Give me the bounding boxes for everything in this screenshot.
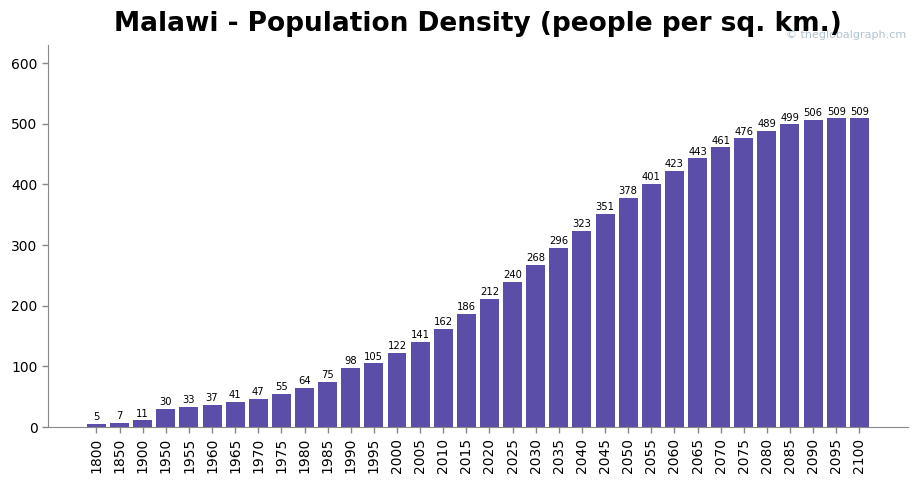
- Text: 423: 423: [665, 159, 684, 169]
- Text: © theglobalgraph.cm: © theglobalgraph.cm: [786, 30, 906, 40]
- Title: Malawi - Population Density (people per sq. km.): Malawi - Population Density (people per …: [114, 11, 842, 37]
- Bar: [133, 421, 153, 427]
- Bar: [780, 124, 800, 427]
- Text: 268: 268: [527, 253, 545, 263]
- Text: 11: 11: [136, 408, 149, 419]
- Bar: [596, 214, 615, 427]
- Bar: [757, 131, 777, 427]
- Text: 506: 506: [803, 108, 823, 119]
- Bar: [272, 394, 291, 427]
- Bar: [688, 158, 707, 427]
- Bar: [249, 399, 267, 427]
- Text: 122: 122: [388, 341, 406, 351]
- Text: 75: 75: [322, 370, 334, 380]
- Bar: [295, 388, 314, 427]
- Text: 55: 55: [275, 382, 288, 392]
- Text: 378: 378: [618, 186, 638, 196]
- Text: 186: 186: [457, 302, 476, 313]
- Text: 401: 401: [641, 172, 661, 182]
- Text: 443: 443: [688, 147, 707, 157]
- Bar: [550, 248, 568, 427]
- Bar: [365, 363, 383, 427]
- Bar: [480, 299, 499, 427]
- Text: 323: 323: [573, 219, 591, 229]
- Text: 41: 41: [229, 391, 242, 400]
- Text: 7: 7: [117, 411, 123, 421]
- Bar: [527, 265, 545, 427]
- Bar: [711, 148, 730, 427]
- Bar: [573, 231, 592, 427]
- Text: 351: 351: [596, 202, 615, 212]
- Text: 47: 47: [252, 387, 265, 397]
- Text: 509: 509: [827, 106, 845, 117]
- Bar: [318, 381, 337, 427]
- Bar: [641, 184, 661, 427]
- Text: 509: 509: [850, 106, 868, 117]
- Bar: [434, 329, 453, 427]
- Bar: [341, 368, 360, 427]
- Bar: [827, 119, 845, 427]
- Text: 5: 5: [94, 412, 99, 422]
- Text: 162: 162: [434, 317, 453, 327]
- Bar: [226, 402, 244, 427]
- Bar: [457, 314, 476, 427]
- Text: 98: 98: [345, 356, 357, 366]
- Bar: [618, 198, 638, 427]
- Text: 476: 476: [734, 127, 754, 136]
- Bar: [156, 409, 176, 427]
- Text: 30: 30: [160, 397, 172, 407]
- Text: 212: 212: [480, 287, 499, 297]
- Text: 64: 64: [298, 377, 311, 386]
- Bar: [110, 423, 129, 427]
- Bar: [388, 353, 406, 427]
- Bar: [850, 119, 868, 427]
- Bar: [179, 407, 199, 427]
- Text: 489: 489: [757, 119, 777, 129]
- Bar: [202, 405, 221, 427]
- Text: 33: 33: [183, 395, 195, 405]
- Text: 461: 461: [711, 136, 730, 146]
- Bar: [87, 424, 106, 427]
- Bar: [665, 170, 684, 427]
- Text: 105: 105: [364, 351, 383, 362]
- Text: 499: 499: [780, 113, 800, 122]
- Text: 141: 141: [411, 330, 429, 340]
- Bar: [734, 138, 754, 427]
- Bar: [503, 282, 522, 427]
- Text: 296: 296: [550, 236, 568, 246]
- Bar: [411, 342, 429, 427]
- Bar: [803, 120, 823, 427]
- Text: 37: 37: [206, 393, 219, 403]
- Text: 240: 240: [503, 270, 522, 280]
